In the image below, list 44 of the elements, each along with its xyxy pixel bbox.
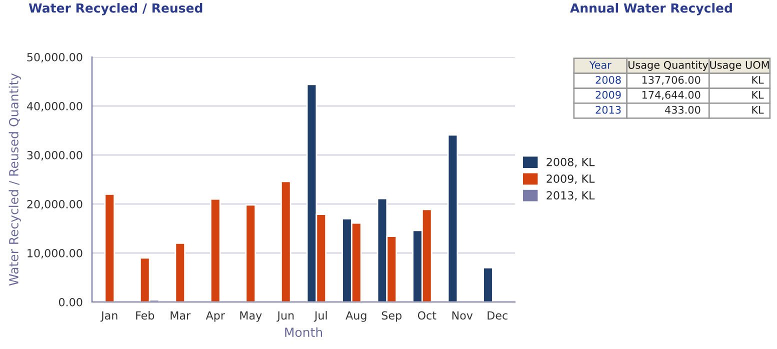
bar [245, 204, 256, 302]
text: KL [752, 76, 764, 84]
category-label: Usage Quantity [628, 60, 708, 71]
chart-title: Water Recycled / Reused [28, 3, 202, 16]
text: 433.00 [664, 106, 700, 114]
x-tick-label: May [240, 311, 262, 322]
text: 2008 [596, 76, 621, 84]
legend-label: 2008, KL [546, 158, 595, 168]
y-tick-label: 40,000.00 [26, 102, 82, 112]
x-tick-label: Sep [382, 311, 402, 322]
x-tick-label: Apr [206, 311, 225, 322]
y-axis-title: Water Recycled / Reused Quantity [8, 73, 21, 286]
category-label: Usage UOM [710, 60, 769, 71]
legend-label: 2013, KL [546, 191, 595, 201]
text: Annual Water Recycled [570, 3, 732, 16]
y-tick-label: 0.00 [58, 298, 82, 306]
bar [447, 134, 458, 302]
x-tick-label: Jul [314, 311, 327, 322]
y-tick-label: 20,000.00 [27, 200, 82, 210]
text: KL [752, 106, 764, 114]
legend-label: 2009, KL [546, 174, 595, 184]
y-tick-label: 10,000.00 [28, 248, 82, 259]
x-tick-label: Nov [452, 311, 473, 320]
text: 137,706.00 [642, 76, 700, 85]
bar [482, 267, 494, 302]
y-tick-label: 50,000.00 [27, 52, 82, 63]
text: 2009 [596, 90, 621, 99]
x-tick-label: Feb [136, 311, 154, 320]
x-tick-label: Mar [170, 311, 191, 320]
x-tick-label: Jun [276, 311, 294, 322]
bar [104, 194, 116, 302]
y-tick-label: 30,000.00 [27, 150, 82, 161]
category-label: Year [589, 61, 612, 69]
x-tick-label: Dec [488, 311, 508, 320]
x-axis-title: Month [285, 327, 322, 338]
bar [280, 180, 292, 302]
text: 2013 [596, 106, 621, 114]
text: KL [752, 91, 764, 99]
bar [210, 198, 221, 302]
text: 174,644.00 [642, 90, 700, 100]
x-tick-label: Aug [346, 311, 366, 322]
bar [174, 242, 186, 302]
x-tick-label: Jan [100, 311, 118, 322]
x-tick-label: Oct [418, 311, 436, 320]
